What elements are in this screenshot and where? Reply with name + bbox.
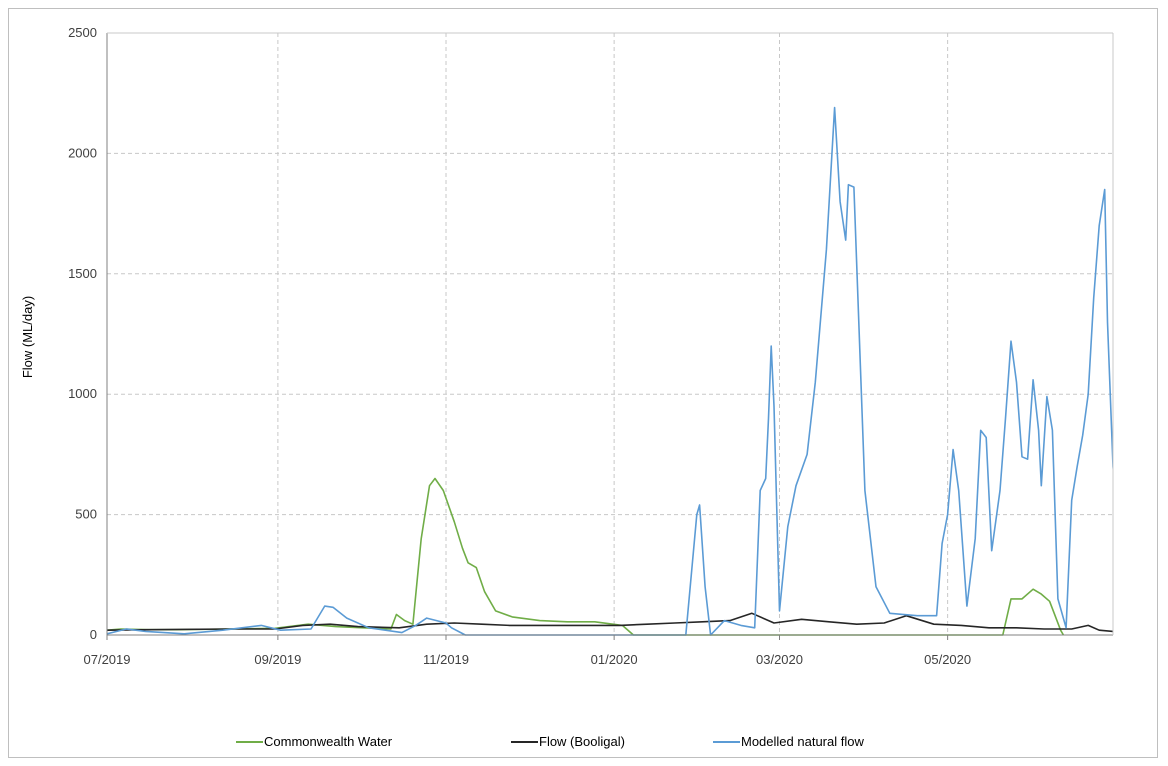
y-tick-label: 0 [90, 627, 97, 642]
y-tick-label: 1500 [68, 266, 97, 281]
y-tick-label: 2500 [68, 25, 97, 40]
y-tick-label: 1000 [68, 386, 97, 401]
x-tick-label: 01/2020 [591, 652, 638, 667]
x-tick-label: 09/2019 [254, 652, 301, 667]
axes [106, 32, 1114, 640]
y-tick-labels: 0 500 1000 1500 2000 2500 [68, 25, 97, 642]
y-axis-title: Flow (ML/day) [20, 296, 35, 378]
series-line-1 [107, 477, 1065, 636]
legend: Commonwealth Water Flow (Booligal) Modelle… [236, 734, 864, 749]
series-lines [107, 106, 1113, 636]
x-tick-label: 11/2019 [423, 652, 469, 667]
series-line-2 [107, 612, 1113, 633]
x-tick-label: 03/2020 [756, 652, 803, 667]
legend-label: Commonwealth Water [264, 734, 393, 749]
series-line-3 [107, 106, 1113, 636]
y-tick-label: 2000 [68, 145, 97, 160]
legend-label: Flow (Booligal) [539, 734, 625, 749]
x-tick-labels: 07/2019 09/2019 11/2019 01/2020 03/2020 05/20… [84, 652, 972, 667]
legend-label: Modelled natural flow [741, 734, 864, 749]
x-tick-label: 07/2019 [84, 652, 131, 667]
gridlines [107, 32, 1113, 635]
y-tick-label: 500 [75, 507, 97, 522]
x-tick-label: 05/2020 [924, 652, 971, 667]
